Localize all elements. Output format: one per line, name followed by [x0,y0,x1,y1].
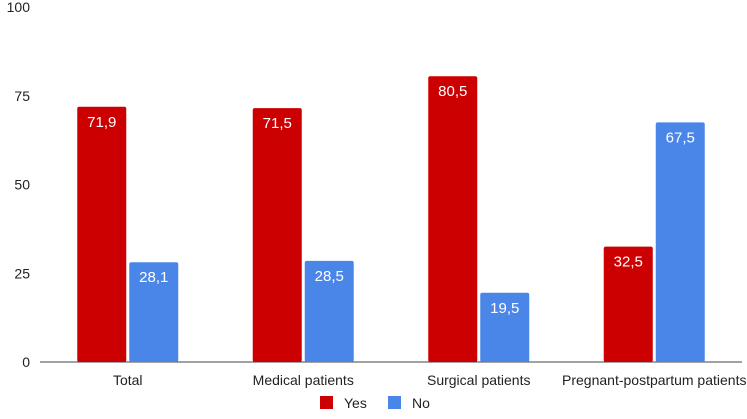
legend: Yes No [320,395,430,411]
bar-yes-3 [603,246,653,362]
data-label: 32,5 [614,254,643,271]
x-category-label: Medical patients [253,372,354,388]
bar-yes-1 [252,108,302,362]
y-tick-label: 0 [22,354,30,370]
y-tick-label: 100 [7,0,31,15]
x-axis: Total Medical patients Surgical patients Pr… [113,372,747,388]
bar-no-1 [304,260,354,362]
data-label: 71,9 [87,114,116,131]
data-label: 67,5 [666,129,695,146]
bars: 71,9 28,1 71,5 28,5 80,5 19,5 32,5 67,5 [77,76,705,362]
bar-no-2 [480,292,530,362]
data-label: 19,5 [490,300,519,317]
legend-swatch-yes [320,396,333,409]
bar-yes-0 [77,106,127,362]
bar-yes-2 [428,76,478,362]
legend-label-no: No [412,395,430,411]
legend-swatch-no [388,396,401,409]
y-tick-label: 50 [14,177,30,193]
data-label: 71,5 [263,115,292,132]
x-category-label: Surgical patients [427,372,531,388]
data-label: 80,5 [438,83,467,100]
legend-label-yes: Yes [344,395,367,411]
bar-no-0 [129,262,179,362]
x-category-label: Pregnant-postpartum patients [562,372,746,388]
y-tick-label: 25 [14,265,30,281]
x-category-label: Total [113,372,143,388]
bar-no-3 [655,122,705,362]
y-tick-label: 75 [14,88,30,104]
data-label: 28,5 [315,268,344,285]
data-label: 28,1 [139,269,168,286]
